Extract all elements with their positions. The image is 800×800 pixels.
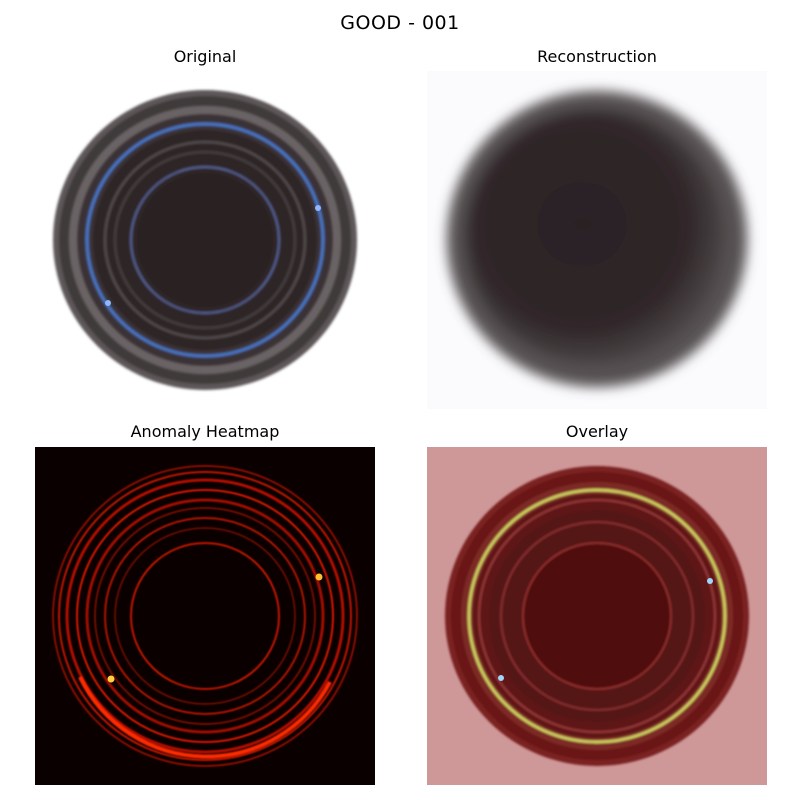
overlay-image-panel [427,447,767,785]
overlay-title: Overlay [565,422,629,441]
figure-title: GOOD - 001 [340,12,460,34]
heatmap-title: Anomaly Heatmap [130,422,280,441]
overlay-image [427,447,767,785]
original-image [35,71,375,409]
reconstruction-image [427,71,767,409]
reconstruction-image-panel [427,71,767,409]
heatmap-image-panel [35,447,375,785]
original-title: Original [173,47,237,66]
anomaly-heatmap-image [35,447,375,785]
original-image-panel [35,71,375,409]
reconstruction-title: Reconstruction [537,47,657,66]
